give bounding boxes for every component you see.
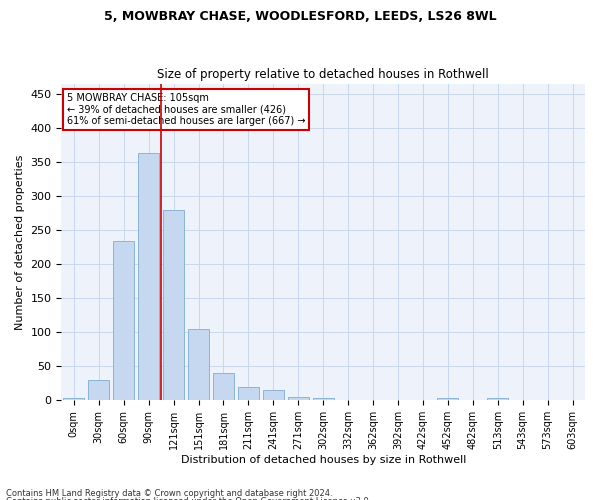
Bar [487, 398, 508, 400]
X-axis label: Distribution of detached houses by size in Rothwell: Distribution of detached houses by size … [181, 455, 466, 465]
Title: Size of property relative to detached houses in Rothwell: Size of property relative to detached ho… [157, 68, 489, 81]
Bar [88, 380, 109, 400]
Bar [313, 398, 334, 400]
Bar [263, 390, 284, 400]
Bar [213, 373, 234, 400]
Text: 5, MOWBRAY CHASE, WOODLESFORD, LEEDS, LS26 8WL: 5, MOWBRAY CHASE, WOODLESFORD, LEEDS, LS… [104, 10, 496, 23]
Text: 5 MOWBRAY CHASE: 105sqm
← 39% of detached houses are smaller (426)
61% of semi-d: 5 MOWBRAY CHASE: 105sqm ← 39% of detache… [67, 93, 305, 126]
Text: Contains HM Land Registry data © Crown copyright and database right 2024.: Contains HM Land Registry data © Crown c… [6, 488, 332, 498]
Bar [113, 241, 134, 400]
Bar [138, 153, 159, 400]
Bar [188, 329, 209, 400]
Bar [163, 210, 184, 400]
Bar [437, 398, 458, 400]
Y-axis label: Number of detached properties: Number of detached properties [15, 154, 25, 330]
Bar [238, 386, 259, 400]
Bar [287, 397, 309, 400]
Bar [63, 398, 85, 400]
Text: Contains public sector information licensed under the Open Government Licence v3: Contains public sector information licen… [6, 497, 371, 500]
